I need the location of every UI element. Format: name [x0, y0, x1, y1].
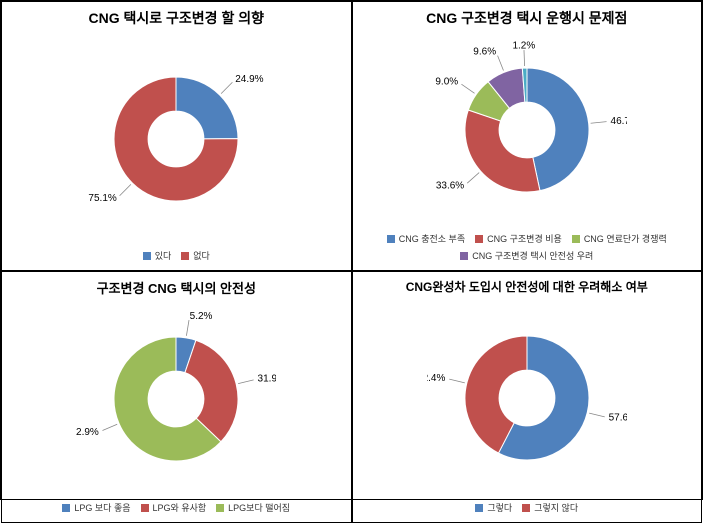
legend-label: LPG와 유사함: [153, 501, 207, 514]
legend-label: 없다: [193, 249, 210, 262]
chart-area: 46.7% 33.6% 9.0% 9.6% 1.2%: [357, 30, 698, 230]
chart-area: 57.6% 42.4%: [357, 297, 698, 499]
panel-1: CNG 구조변경 택시 운행시 문제점 46.7% 33.6% 9.0% 9.6% 1.2…: [352, 1, 703, 271]
legend-swatch: [572, 235, 580, 243]
legend-item: CNG 연료단가 경쟁력: [572, 232, 667, 245]
leader-line: [590, 122, 606, 124]
legend-item: 있다: [143, 249, 172, 262]
legend-swatch: [522, 504, 530, 512]
slice-label: 24.9%: [235, 74, 263, 85]
panel-2: 구조변경 CNG 택시의 안전성5.2%31.9%62.9%LPG 보다 좋음L…: [1, 271, 352, 523]
donut-chart: 46.7% 33.6% 9.0% 9.6% 1.2%: [427, 30, 627, 230]
chart-title: 구조변경 CNG 택시의 안전성: [97, 278, 256, 297]
chart-area: 5.2% 31.9% 62.9%: [6, 299, 347, 499]
slice-label: 57.6%: [608, 413, 626, 424]
legend-item: 그렇다: [475, 501, 512, 514]
leader-line: [467, 173, 479, 184]
legend-item: CNG 구조변경 택시 안전성 우려: [460, 249, 593, 262]
legend-item: 없다: [181, 249, 210, 262]
legend-item: LPG 보다 좋음: [62, 501, 130, 514]
legend-label: 그렇지 않다: [534, 501, 578, 514]
legend-item: CNG 구조변경 비용: [475, 232, 562, 245]
slice-label: 62.9%: [76, 427, 99, 438]
donut-chart: 24.9% 75.1%: [76, 39, 276, 239]
donut-chart: 57.6% 42.4%: [427, 298, 627, 498]
legend-swatch: [216, 504, 224, 512]
slice-label: 42.4%: [427, 373, 445, 384]
legend: LPG 보다 좋음 LPG와 유사함 LPG보다 떨어짐: [56, 499, 296, 516]
legend-swatch: [181, 252, 189, 260]
leader-line: [238, 380, 254, 384]
slice-label: 1.2%: [512, 41, 535, 52]
slice-label: 33.6%: [436, 180, 464, 191]
legend-swatch: [387, 235, 395, 243]
donut-slice: [465, 110, 540, 192]
legend-swatch: [475, 504, 483, 512]
slice-label: 5.2%: [190, 311, 213, 322]
chart-title: CNG 택시로 구조변경 할 의향: [89, 8, 264, 28]
chart-title: CNG완성차 도입시 안전성에 대한 우려해소 여부: [406, 278, 648, 295]
legend-label: CNG 구조변경 택시 안전성 우려: [472, 249, 593, 262]
legend-item: 그렇지 않다: [522, 501, 578, 514]
chart-grid: CNG 택시로 구조변경 할 의향 24.9% 75.1% 있다 없다 CNG 구조변경…: [0, 0, 703, 500]
legend: 그렇다 그렇지 않다: [469, 499, 584, 516]
leader-line: [221, 82, 232, 93]
legend-label: CNG 구조변경 비용: [487, 232, 562, 245]
leader-line: [497, 56, 503, 71]
panel-3: CNG완성차 도입시 안전성에 대한 우려해소 여부57.6%42.4%그렇다그…: [352, 271, 703, 523]
legend: 있다 없다: [137, 247, 216, 264]
legend-item: CNG 충전소 부족: [387, 232, 465, 245]
leader-line: [120, 184, 131, 195]
legend-swatch: [62, 504, 70, 512]
legend-item: LPG와 유사함: [141, 501, 207, 514]
chart-area: 24.9% 75.1%: [6, 30, 347, 247]
legend-swatch: [475, 235, 483, 243]
slice-label: 9.6%: [473, 47, 496, 58]
slice-label: 46.7%: [610, 116, 626, 127]
chart-title: CNG 구조변경 택시 운행시 문제점: [426, 8, 627, 28]
legend-label: CNG 연료단가 경쟁력: [584, 232, 667, 245]
leader-line: [187, 320, 190, 336]
slice-label: 31.9%: [258, 374, 276, 385]
legend-swatch: [141, 504, 149, 512]
leader-line: [461, 84, 474, 93]
slice-label: 75.1%: [89, 193, 117, 204]
legend-swatch: [143, 252, 151, 260]
legend-swatch: [460, 252, 468, 260]
leader-line: [589, 413, 605, 417]
legend-label: LPG보다 떨어짐: [228, 501, 290, 514]
legend-label: LPG 보다 좋음: [74, 501, 130, 514]
leader-line: [449, 379, 465, 383]
panel-0: CNG 택시로 구조변경 할 의향 24.9% 75.1% 있다 없다: [1, 1, 352, 271]
legend-label: CNG 충전소 부족: [399, 232, 465, 245]
slice-label: 9.0%: [435, 76, 458, 87]
legend-label: 있다: [155, 249, 172, 262]
leader-line: [524, 50, 525, 66]
legend: CNG 충전소 부족 CNG 구조변경 비용 CNG 연료단가 경쟁력 CNG 구조변…: [357, 230, 698, 264]
legend-label: 그렇다: [487, 501, 512, 514]
legend-item: LPG보다 떨어짐: [216, 501, 290, 514]
donut-chart: 5.2% 31.9% 62.9%: [76, 299, 276, 499]
leader-line: [103, 424, 118, 430]
